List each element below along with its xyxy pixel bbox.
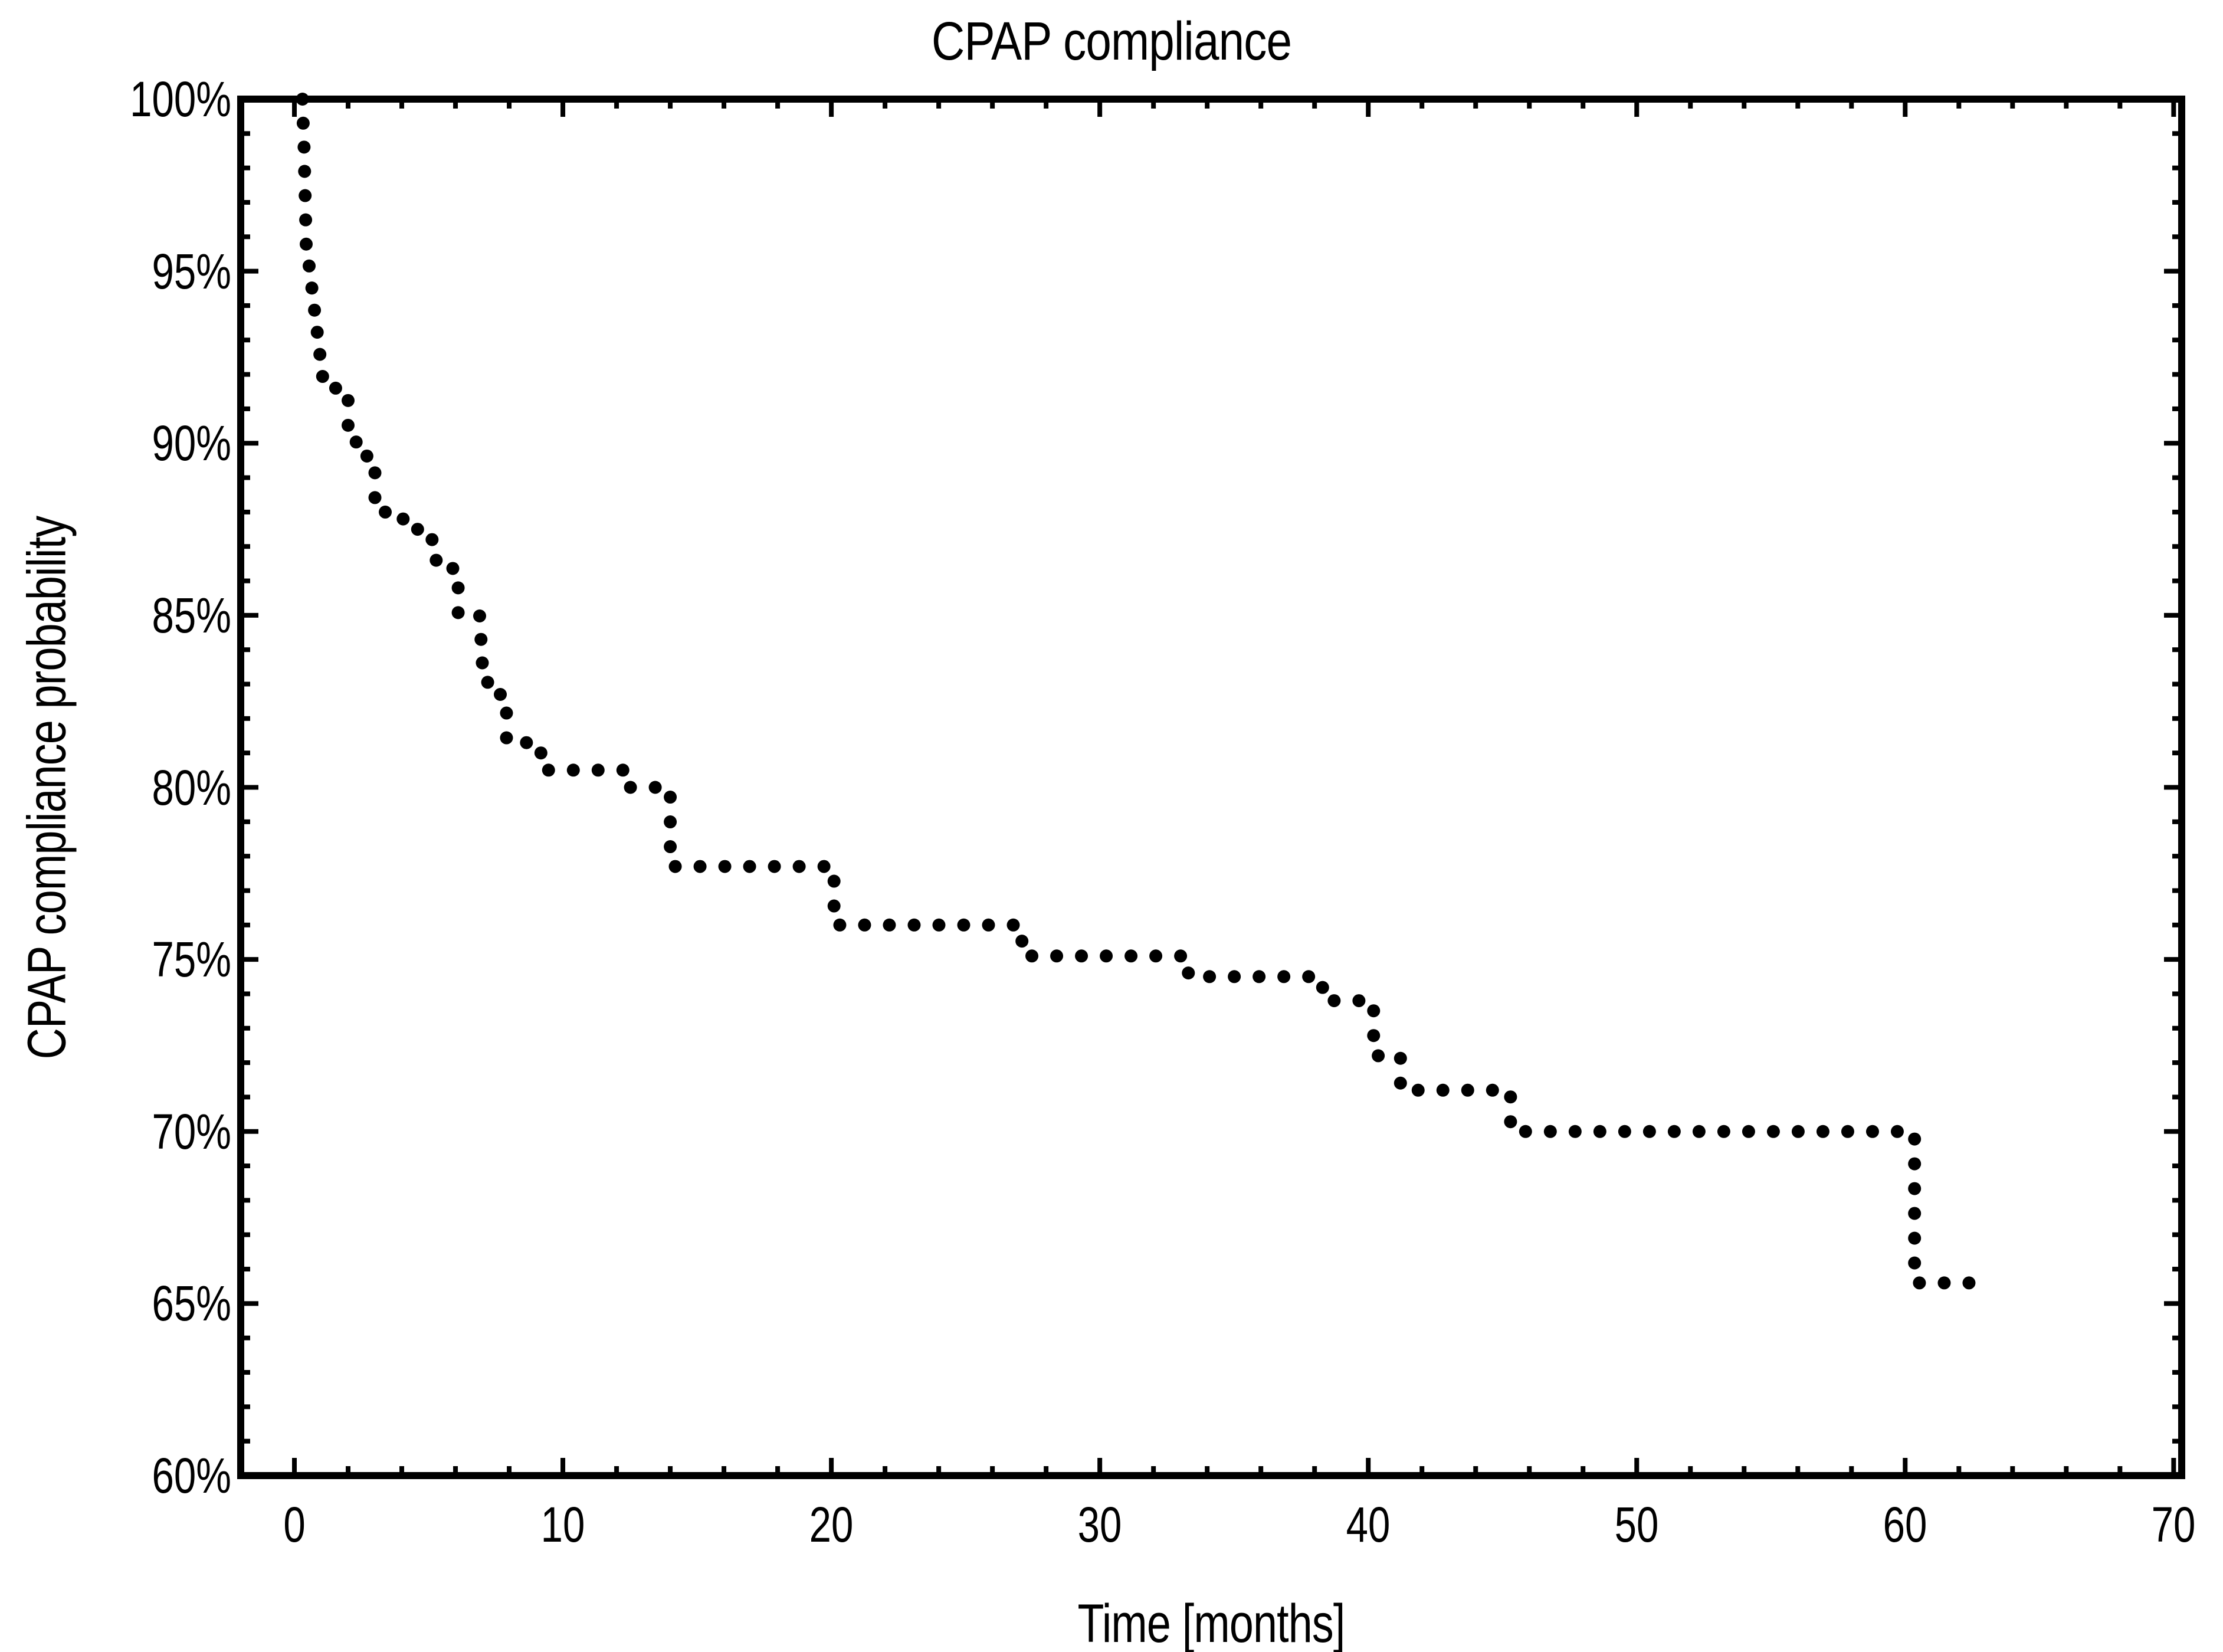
y-tick-label-75%: 75%	[152, 932, 232, 988]
y-tick-label-100%: 100%	[130, 71, 231, 127]
y-tick-label-90%: 90%	[152, 415, 232, 471]
chart-title: CPAP compliance	[931, 11, 1292, 71]
y-tick-label-80%: 80%	[152, 759, 232, 815]
x-tick-label-70: 70	[2151, 1497, 2196, 1552]
x-tick-label-0: 0	[283, 1497, 306, 1552]
x-tick-label-40: 40	[1346, 1497, 1391, 1552]
y-tick-label-70%: 70%	[152, 1103, 232, 1159]
y-tick-label-95%: 95%	[152, 243, 232, 299]
x-tick-label-20: 20	[809, 1497, 854, 1552]
y-tick-label-85%: 85%	[152, 587, 232, 643]
x-tick-label-30: 30	[1077, 1497, 1122, 1552]
x-axis-title: Time [months]	[1077, 1594, 1345, 1652]
y-tick-label-60%: 60%	[152, 1448, 232, 1503]
x-tick-label-10: 10	[540, 1497, 585, 1552]
y-tick-label-65%: 65%	[152, 1276, 232, 1332]
km-curve	[296, 93, 1979, 1290]
y-axis-title: CPAP compliance probability	[17, 516, 77, 1060]
x-tick-label-60: 60	[1883, 1497, 1927, 1552]
plot-frame	[237, 96, 2185, 1479]
x-tick-label-50: 50	[1614, 1497, 1659, 1552]
